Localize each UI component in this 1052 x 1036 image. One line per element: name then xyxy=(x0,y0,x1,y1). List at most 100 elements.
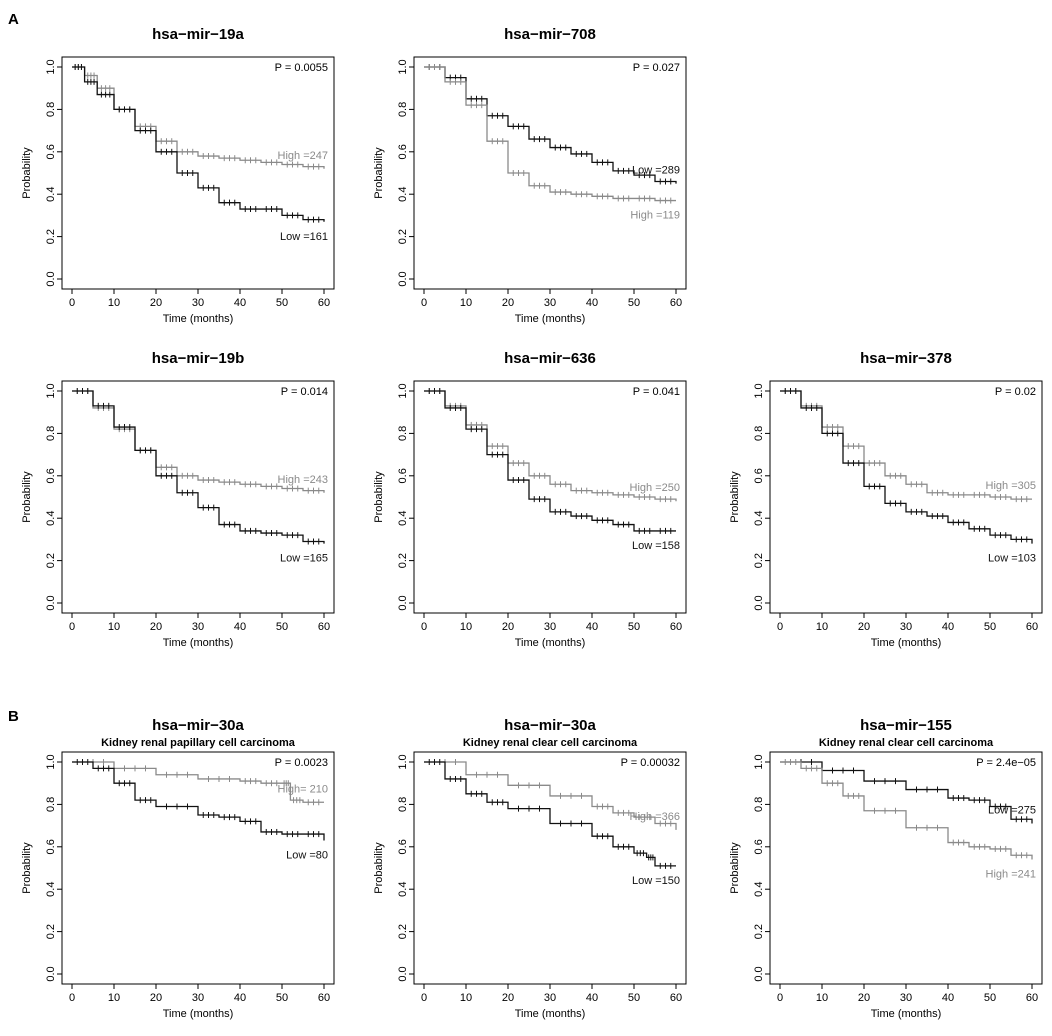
x-axis-label: Time (months) xyxy=(163,1008,234,1020)
x-axis-label: Time (months) xyxy=(515,313,586,325)
y-tick-label: 0.8 xyxy=(397,797,409,812)
series-high-curve xyxy=(780,761,1033,860)
x-tick-label: 60 xyxy=(318,297,330,309)
x-tick-label: 30 xyxy=(192,621,204,633)
p-value: P = 0.014 xyxy=(281,386,328,398)
x-tick-label: 40 xyxy=(586,297,598,309)
x-tick-label: 0 xyxy=(421,621,427,633)
y-tick-label: 0.0 xyxy=(45,595,57,610)
p-value: P = 0.027 xyxy=(633,62,680,74)
x-tick-label: 30 xyxy=(544,297,556,309)
x-tick-label: 20 xyxy=(150,621,162,633)
p-value: P = 0.00032 xyxy=(621,757,680,769)
y-tick-label: 0.6 xyxy=(753,468,765,483)
y-tick-label: 0.6 xyxy=(397,144,409,159)
x-axis-label: Time (months) xyxy=(515,637,586,649)
series-low-label: Low =165 xyxy=(280,553,328,565)
y-tick-label: 0.0 xyxy=(753,595,765,610)
y-tick-label: 0.6 xyxy=(45,839,57,854)
y-tick-label: 0.0 xyxy=(397,595,409,610)
x-tick-label: 50 xyxy=(984,992,996,1004)
x-tick-label: 0 xyxy=(69,621,75,633)
y-tick-label: 0.0 xyxy=(45,271,57,286)
x-tick-label: 40 xyxy=(234,297,246,309)
x-tick-label: 10 xyxy=(460,621,472,633)
y-tick-label: 0.4 xyxy=(45,882,57,897)
y-tick-label: 0.6 xyxy=(45,144,57,159)
y-tick-label: 1.0 xyxy=(45,754,57,769)
x-tick-label: 60 xyxy=(1026,992,1038,1004)
series-high-label: High =243 xyxy=(278,474,328,486)
y-tick-label: 0.4 xyxy=(397,882,409,897)
y-axis-label: Probability xyxy=(729,842,741,894)
series-low-curve xyxy=(424,390,676,532)
x-tick-label: 10 xyxy=(460,297,472,309)
panel-title: hsa−mir−155 xyxy=(860,717,952,734)
x-tick-label: 10 xyxy=(108,992,120,1004)
p-value: P = 0.02 xyxy=(995,386,1036,398)
y-tick-label: 0.8 xyxy=(753,797,765,812)
y-tick-label: 0.2 xyxy=(753,553,765,568)
x-tick-label: 20 xyxy=(858,621,870,633)
x-tick-label: 50 xyxy=(276,992,288,1004)
series-high-curve xyxy=(72,390,325,493)
y-tick-label: 1.0 xyxy=(753,383,765,398)
p-value: P = 0.0055 xyxy=(275,62,328,74)
y-tick-label: 0.8 xyxy=(397,426,409,441)
y-tick-label: 0.4 xyxy=(753,511,765,526)
km-panel-6: hsa−mir−378 0 10 20 30 40 50 60 0.0 0.2 0.4 0.6 0.8 1… xyxy=(729,350,1043,649)
x-tick-label: 20 xyxy=(502,621,514,633)
panel-subtitle: Kidney renal clear cell carcinoma xyxy=(463,737,638,749)
series-low-label: Low =289 xyxy=(632,165,680,177)
x-tick-label: 50 xyxy=(276,621,288,633)
series-high-label: High =305 xyxy=(986,480,1036,492)
y-axis-label: Probability xyxy=(21,147,33,199)
y-tick-label: 1.0 xyxy=(45,59,57,74)
y-tick-label: 0.4 xyxy=(45,511,57,526)
series-high-curve xyxy=(424,761,677,830)
x-tick-label: 50 xyxy=(628,621,640,633)
series-low-curve xyxy=(780,390,1033,544)
series-high-label: High =250 xyxy=(630,482,680,494)
series-low-curve xyxy=(780,761,1033,824)
y-tick-label: 0.0 xyxy=(397,271,409,286)
y-axis-label: Probability xyxy=(21,842,33,894)
panel-label-a: A xyxy=(8,11,19,28)
panel-subtitle: Kidney renal papillary cell carcinoma xyxy=(101,737,296,749)
y-tick-label: 1.0 xyxy=(45,383,57,398)
y-tick-label: 0.2 xyxy=(397,553,409,568)
x-tick-label: 60 xyxy=(670,621,682,633)
panels-container: hsa−mir−19a 0 10 20 30 40 50 60 0.0 0.2 0.4 0.6 0.8 1… xyxy=(21,26,1043,1020)
y-tick-label: 0.4 xyxy=(45,187,57,202)
y-axis-label: Probability xyxy=(373,471,385,523)
x-tick-label: 50 xyxy=(984,621,996,633)
x-axis-label: Time (months) xyxy=(871,637,942,649)
series-high-curve xyxy=(72,761,324,803)
y-tick-label: 0.0 xyxy=(45,966,57,981)
y-tick-label: 0.8 xyxy=(397,102,409,117)
x-tick-label: 0 xyxy=(777,621,783,633)
x-tick-label: 60 xyxy=(670,992,682,1004)
km-panel-2: hsa−mir−708 0 10 20 30 40 50 60 0.0 0.2 0.4 0.6 0.8 1… xyxy=(373,26,687,325)
x-tick-label: 40 xyxy=(234,621,246,633)
series-high-label: High =247 xyxy=(278,150,328,162)
x-tick-label: 0 xyxy=(777,992,783,1004)
panel-title: hsa−mir−19a xyxy=(152,26,244,43)
x-tick-label: 0 xyxy=(421,297,427,309)
panel-title: hsa−mir−30a xyxy=(504,717,596,734)
y-tick-label: 0.2 xyxy=(753,924,765,939)
panel-title: hsa−mir−378 xyxy=(860,350,952,367)
x-tick-label: 30 xyxy=(544,992,556,1004)
x-tick-label: 40 xyxy=(234,992,246,1004)
x-tick-label: 60 xyxy=(1026,621,1038,633)
y-tick-label: 1.0 xyxy=(397,59,409,74)
panel-subtitle: Kidney renal clear cell carcinoma xyxy=(819,737,994,749)
p-value: P = 0.0023 xyxy=(275,757,328,769)
y-tick-label: 0.6 xyxy=(397,468,409,483)
panel-title: hsa−mir−708 xyxy=(504,26,596,43)
p-value: P = 0.041 xyxy=(633,386,680,398)
y-tick-label: 0.4 xyxy=(753,882,765,897)
y-axis-label: Probability xyxy=(729,471,741,523)
y-tick-label: 0.2 xyxy=(397,924,409,939)
y-tick-label: 0.8 xyxy=(45,102,57,117)
